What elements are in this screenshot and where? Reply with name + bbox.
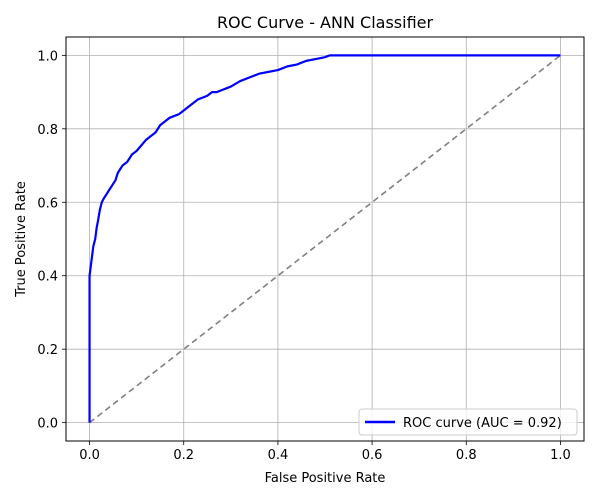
y-tick-label: 0.6: [37, 196, 58, 211]
y-tick-label: 0.0: [37, 417, 58, 432]
y-tick-label: 0.2: [37, 343, 58, 358]
plot-frame: [65, 36, 585, 442]
x-axis-label: False Positive Rate: [265, 471, 386, 486]
x-tick-label: 0.6: [362, 448, 383, 463]
y-tick-label: 0.4: [37, 270, 58, 285]
legend-box: [358, 408, 578, 436]
roc-curve-line: [88, 54, 561, 423]
grid-lines: [66, 37, 584, 441]
y-tick-label: 1.0: [37, 49, 58, 64]
y-tick-label: 0.8: [37, 123, 58, 138]
plot-area: [66, 37, 584, 441]
chart-title: ROC Curve - ANN Classifier: [217, 13, 434, 32]
x-tick-label: 1.0: [550, 448, 571, 463]
x-tick-label: 0.0: [79, 448, 100, 463]
axis-ticks: 0.0 0.2 0.4 0.6 0.8 1.0 0.0 0.2 0.4 0.6 0.8 1.0: [37, 49, 570, 463]
x-tick-label: 0.4: [268, 448, 289, 463]
x-tick-label: 0.8: [456, 448, 477, 463]
series-layer: [88, 54, 561, 424]
legend: ROC curve (AUC = 0.92): [358, 408, 578, 436]
y-axis-label: True Positive Rate: [14, 181, 29, 298]
x-tick-label: 0.2: [173, 448, 194, 463]
legend-label-roc: ROC curve (AUC = 0.92): [403, 416, 562, 431]
